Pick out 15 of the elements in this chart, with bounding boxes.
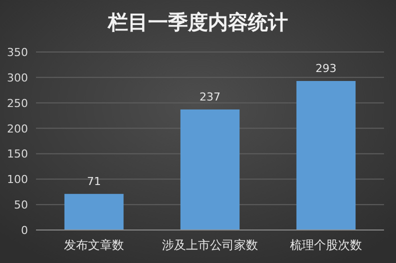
x-tick-label: 发布文章数 (64, 238, 124, 252)
y-tick-label: 150 (7, 148, 28, 161)
y-tick-label: 0 (21, 224, 28, 237)
y-tick-label: 100 (7, 173, 28, 186)
y-tick-label: 300 (7, 71, 28, 84)
y-tick-label: 250 (7, 96, 28, 110)
x-tick-label: 梳理个股次数 (290, 238, 362, 252)
chart-title: 栏目一季度内容统计 (107, 10, 288, 34)
y-tick-label: 50 (14, 198, 28, 212)
y-tick-label: 200 (7, 122, 28, 136)
x-tick-label: 涉及上市公司家数 (162, 238, 258, 252)
data-label: 71 (87, 174, 101, 188)
data-label: 237 (200, 90, 220, 104)
y-tick-label: 350 (7, 46, 28, 59)
data-label: 293 (316, 62, 336, 75)
